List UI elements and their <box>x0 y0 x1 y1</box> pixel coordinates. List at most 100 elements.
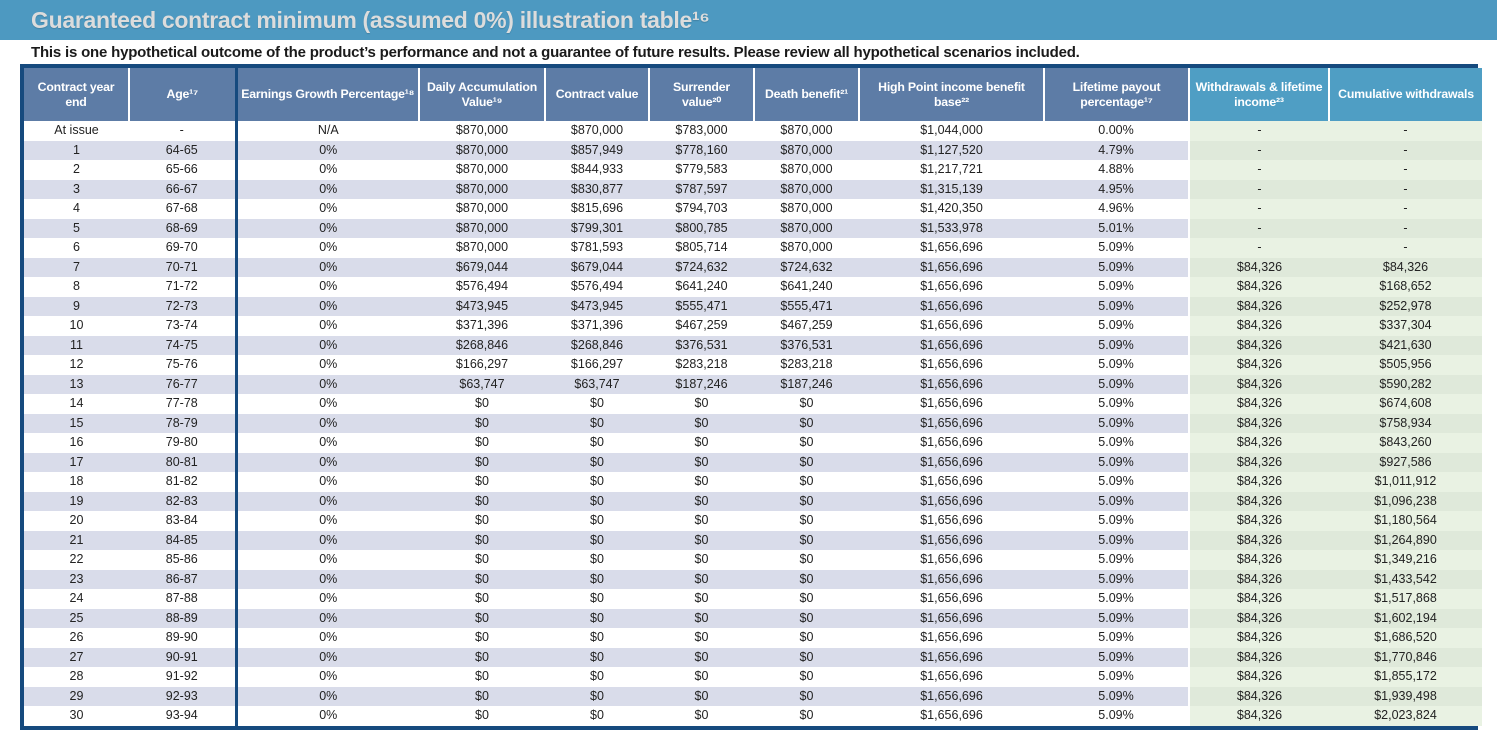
cell-withdrawals-lifetime-income: - <box>1188 238 1329 258</box>
cell-age: 66-67 <box>129 179 238 199</box>
cell-withdrawals-lifetime-income: $84,326 <box>1188 608 1329 628</box>
cell-cumulative-withdrawals: $84,326 <box>1329 257 1482 277</box>
cell-daily-accumulation-value: $0 <box>419 589 545 609</box>
cell-contract-year-end: 2 <box>24 160 129 180</box>
cell-death-benefit: $0 <box>754 530 859 550</box>
cell-lifetime-payout-percentage: 4.96% <box>1044 199 1189 219</box>
cell-cumulative-withdrawals: $421,630 <box>1329 335 1482 355</box>
cell-death-benefit: $0 <box>754 667 859 687</box>
cell-lifetime-payout-percentage: 4.79% <box>1044 140 1189 160</box>
cell-high-point-income-benefit-base: $1,656,696 <box>859 296 1044 316</box>
cell-high-point-income-benefit-base: $1,656,696 <box>859 238 1044 258</box>
cell-high-point-income-benefit-base: $1,656,696 <box>859 335 1044 355</box>
table-row: 9 72-73 0% $473,945 $473,945 $555,471 $555,471… <box>24 296 1482 316</box>
cell-death-benefit: $376,531 <box>754 335 859 355</box>
cell-contract-year-end: 23 <box>24 569 129 589</box>
cell-cumulative-withdrawals: $1,011,912 <box>1329 472 1482 492</box>
cell-high-point-income-benefit-base: $1,656,696 <box>859 647 1044 667</box>
cell-contract-value: $0 <box>545 667 649 687</box>
cell-withdrawals-lifetime-income: $84,326 <box>1188 296 1329 316</box>
cell-lifetime-payout-percentage: 5.01% <box>1044 218 1189 238</box>
cell-contract-value: $371,396 <box>545 316 649 336</box>
cell-contract-value: $0 <box>545 589 649 609</box>
cell-cumulative-withdrawals: $252,978 <box>1329 296 1482 316</box>
table-row: At issue - N/A $870,000 $870,000 $783,000 $870… <box>24 121 1482 141</box>
cell-earnings-growth-percentage: 0% <box>236 433 419 453</box>
cell-earnings-growth-percentage: 0% <box>236 472 419 492</box>
table-row: 21 84-85 0% $0 $0 $0 $0 $1,656,696 5.09% $84,326 $… <box>24 530 1482 550</box>
cell-contract-year-end: 5 <box>24 218 129 238</box>
cell-cumulative-withdrawals: $1,264,890 <box>1329 530 1482 550</box>
table-row: 12 75-76 0% $166,297 $166,297 $283,218 $283,21… <box>24 355 1482 375</box>
cell-surrender-value: $0 <box>649 706 754 726</box>
cell-death-benefit: $0 <box>754 491 859 511</box>
cell-surrender-value: $0 <box>649 686 754 706</box>
cell-death-benefit: $467,259 <box>754 316 859 336</box>
cell-withdrawals-lifetime-income: $84,326 <box>1188 277 1329 297</box>
cell-daily-accumulation-value: $870,000 <box>419 218 545 238</box>
cell-earnings-growth-percentage: N/A <box>236 121 419 141</box>
cell-age: 87-88 <box>129 589 238 609</box>
cell-death-benefit: $870,000 <box>754 238 859 258</box>
cell-age: 70-71 <box>129 257 238 277</box>
cell-lifetime-payout-percentage: 5.09% <box>1044 452 1189 472</box>
table-row: 28 91-92 0% $0 $0 $0 $0 $1,656,696 5.09% $84,326 $… <box>24 667 1482 687</box>
cell-contract-value: $0 <box>545 569 649 589</box>
cell-cumulative-withdrawals: $1,770,846 <box>1329 647 1482 667</box>
cell-contract-value: $0 <box>545 511 649 531</box>
cell-contract-year-end: 28 <box>24 667 129 687</box>
cell-high-point-income-benefit-base: $1,420,350 <box>859 199 1044 219</box>
cell-earnings-growth-percentage: 0% <box>236 374 419 394</box>
cell-age: 80-81 <box>129 452 238 472</box>
cell-withdrawals-lifetime-income: $84,326 <box>1188 374 1329 394</box>
cell-contract-value: $576,494 <box>545 277 649 297</box>
cell-lifetime-payout-percentage: 5.09% <box>1044 530 1189 550</box>
cell-withdrawals-lifetime-income: - <box>1188 140 1329 160</box>
cell-high-point-income-benefit-base: $1,656,696 <box>859 355 1044 375</box>
cell-surrender-value: $787,597 <box>649 179 754 199</box>
cell-age: 93-94 <box>129 706 238 726</box>
cell-earnings-growth-percentage: 0% <box>236 355 419 375</box>
cell-cumulative-withdrawals: $758,934 <box>1329 413 1482 433</box>
cell-earnings-growth-percentage: 0% <box>236 706 419 726</box>
cell-lifetime-payout-percentage: 5.09% <box>1044 491 1189 511</box>
cell-withdrawals-lifetime-income: $84,326 <box>1188 472 1329 492</box>
table-row: 5 68-69 0% $870,000 $799,301 $800,785 $870,000… <box>24 218 1482 238</box>
cell-lifetime-payout-percentage: 5.09% <box>1044 569 1189 589</box>
cell-earnings-growth-percentage: 0% <box>236 257 419 277</box>
header-withdrawals-lifetime-income: Withdrawals & lifetime income²³ <box>1188 68 1329 121</box>
cell-high-point-income-benefit-base: $1,656,696 <box>859 374 1044 394</box>
cell-contract-year-end: 8 <box>24 277 129 297</box>
cell-lifetime-payout-percentage: 5.09% <box>1044 608 1189 628</box>
cell-age: 84-85 <box>129 530 238 550</box>
cell-contract-year-end: 16 <box>24 433 129 453</box>
cell-daily-accumulation-value: $0 <box>419 433 545 453</box>
table-row: 14 77-78 0% $0 $0 $0 $0 $1,656,696 5.09% $84,326 $… <box>24 394 1482 414</box>
cell-surrender-value: $0 <box>649 452 754 472</box>
cell-surrender-value: $0 <box>649 608 754 628</box>
cell-daily-accumulation-value: $870,000 <box>419 179 545 199</box>
cell-death-benefit: $555,471 <box>754 296 859 316</box>
cell-high-point-income-benefit-base: $1,315,139 <box>859 179 1044 199</box>
cell-withdrawals-lifetime-income: $84,326 <box>1188 628 1329 648</box>
cell-death-benefit: $870,000 <box>754 160 859 180</box>
cell-high-point-income-benefit-base: $1,127,520 <box>859 140 1044 160</box>
cell-daily-accumulation-value: $0 <box>419 667 545 687</box>
cell-surrender-value: $0 <box>649 394 754 414</box>
cell-earnings-growth-percentage: 0% <box>236 628 419 648</box>
cell-death-benefit: $0 <box>754 472 859 492</box>
cell-high-point-income-benefit-base: $1,656,696 <box>859 667 1044 687</box>
cell-withdrawals-lifetime-income: $84,326 <box>1188 257 1329 277</box>
cell-cumulative-withdrawals: $1,096,238 <box>1329 491 1482 511</box>
cell-contract-value: $870,000 <box>545 121 649 141</box>
cell-cumulative-withdrawals: $1,855,172 <box>1329 667 1482 687</box>
cell-withdrawals-lifetime-income: $84,326 <box>1188 569 1329 589</box>
cell-withdrawals-lifetime-income: $84,326 <box>1188 667 1329 687</box>
cell-withdrawals-lifetime-income: $84,326 <box>1188 706 1329 726</box>
table-row: 7 70-71 0% $679,044 $679,044 $724,632 $724,632… <box>24 257 1482 277</box>
cell-death-benefit: $0 <box>754 628 859 648</box>
cell-earnings-growth-percentage: 0% <box>236 316 419 336</box>
cell-death-benefit: $0 <box>754 452 859 472</box>
table-row: 23 86-87 0% $0 $0 $0 $0 $1,656,696 5.09% $84,326 $… <box>24 569 1482 589</box>
